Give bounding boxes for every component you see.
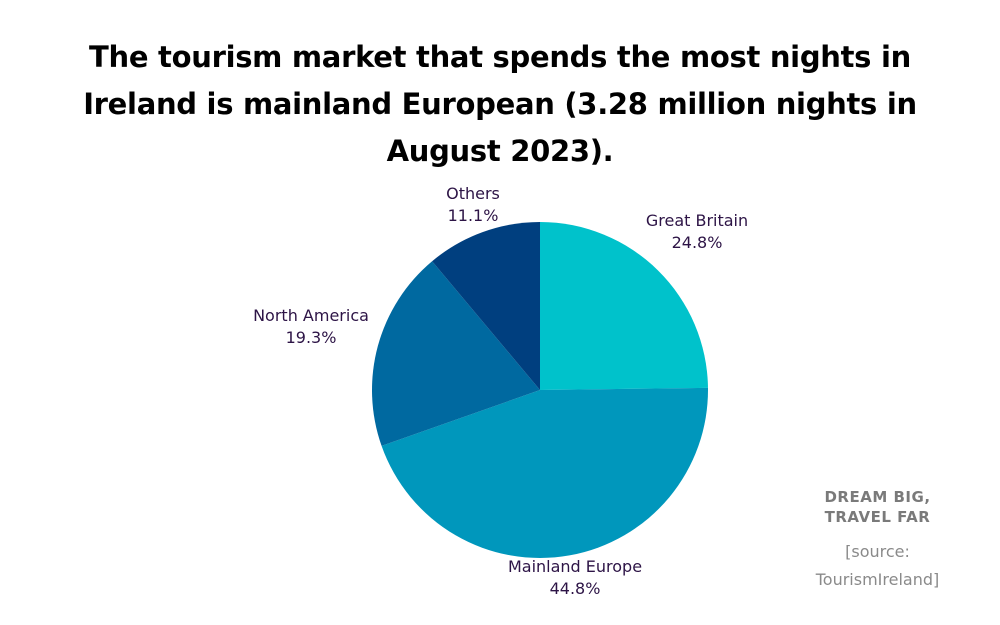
slice-value-label: 19.3% bbox=[286, 328, 337, 347]
source-line-2: TourismIreland] bbox=[815, 570, 940, 589]
slice-label: Mainland Europe bbox=[508, 557, 642, 576]
slice-value-label: 11.1% bbox=[448, 206, 499, 225]
pie-slice-others bbox=[432, 222, 540, 390]
brand-line-2: TRAVEL FAR bbox=[824, 508, 931, 526]
slice-label: Great Britain bbox=[646, 211, 748, 230]
slice-label: Others bbox=[446, 184, 500, 203]
source-line-1: [source: bbox=[845, 542, 910, 561]
slice-value-label: 24.8% bbox=[672, 233, 723, 252]
pie-slice-great-britain bbox=[540, 222, 708, 390]
brand-line-1: DREAM BIG, bbox=[824, 488, 931, 506]
slice-value-label: 44.8% bbox=[550, 579, 601, 598]
brand-tagline: DREAM BIG, TRAVEL FAR bbox=[800, 487, 955, 527]
pie-slice-north-america bbox=[372, 261, 540, 446]
slice-label: North America bbox=[253, 306, 369, 325]
chart-title: The tourism market that spends the most … bbox=[83, 40, 917, 168]
source-note: [source: TourismIreland] bbox=[790, 538, 965, 594]
pie-slice-mainland-europe bbox=[381, 387, 708, 559]
